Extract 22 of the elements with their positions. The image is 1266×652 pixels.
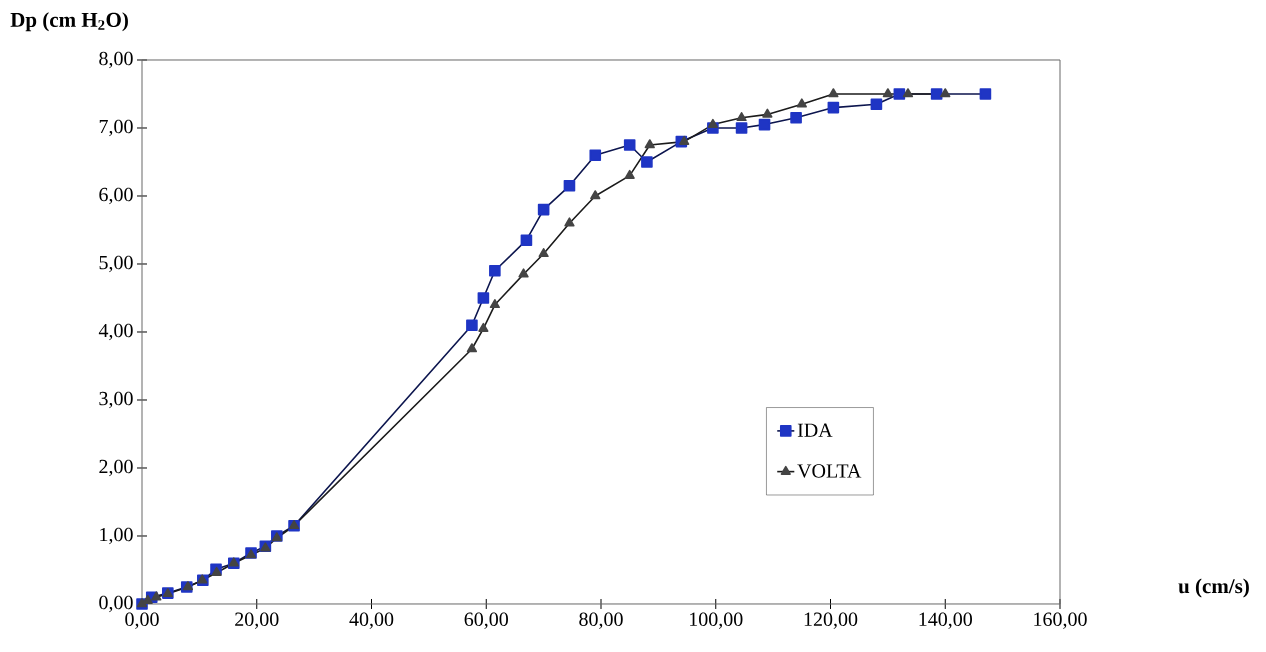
y-tick-label: 4,00 (98, 323, 133, 341)
x-axis-title: u (cm/s) (1178, 578, 1249, 598)
y-tick-label: 2,00 (99, 459, 133, 477)
x-tick-label: 0,00 (125, 612, 159, 629)
y-tick-label: 7,00 (99, 119, 133, 137)
x-tick-label: 120,00 (804, 612, 858, 629)
x-tick-label: 140,00 (919, 612, 972, 629)
y-tick-label: 6,00 (99, 187, 133, 205)
x-tick-label: 60,00 (464, 612, 508, 629)
y-axis-title: Dp (cm H$_{2}$O) (10, 12, 128, 32)
legend-label: VOLTA (797, 464, 862, 478)
x-tick-label: 40,00 (349, 612, 394, 629)
y-tick-label: 0,00 (99, 595, 133, 613)
y-tick-label: 5,00 (99, 255, 133, 273)
x-tick-label: 100,00 (690, 612, 743, 629)
legend-label: IDA (797, 423, 833, 437)
x-tick-label: 160,00 (1034, 612, 1087, 629)
y-tick-label: 8,00 (99, 51, 133, 69)
x-tick-label: 20,00 (235, 612, 279, 629)
x-tick-label: 80,00 (579, 612, 623, 629)
y-tick-label: 3,00 (99, 391, 133, 409)
y-tick-label: 1,00 (100, 527, 133, 545)
